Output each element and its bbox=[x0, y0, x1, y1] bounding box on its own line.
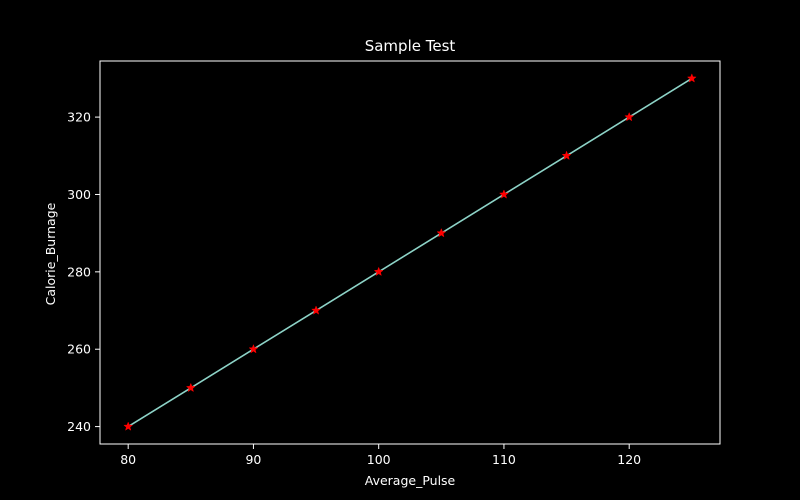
chart-title: Sample Test bbox=[365, 37, 456, 55]
data-point-star bbox=[123, 421, 134, 431]
x-tick-label: 90 bbox=[245, 452, 261, 467]
data-point-star bbox=[686, 73, 697, 83]
data-point-star bbox=[373, 266, 384, 277]
data-point-star bbox=[436, 227, 447, 238]
data-point-star bbox=[185, 382, 196, 393]
y-tick-label: 240 bbox=[67, 419, 91, 434]
data-point-star bbox=[561, 150, 572, 160]
x-tick-label: 120 bbox=[617, 452, 641, 467]
data-point-star bbox=[311, 305, 322, 315]
x-tick-label: 80 bbox=[120, 452, 136, 467]
y-tick-label: 300 bbox=[67, 187, 91, 202]
data-point-star bbox=[498, 189, 509, 199]
data-point-star bbox=[624, 111, 635, 122]
series-line bbox=[127, 77, 693, 428]
y-tick-label: 260 bbox=[67, 342, 91, 357]
x-tick-label: 100 bbox=[367, 452, 391, 467]
x-tick-label: 110 bbox=[492, 452, 516, 467]
y-axis-title: Calorie_Burnage bbox=[43, 202, 58, 305]
y-tick-label: 320 bbox=[67, 110, 91, 125]
x-axis-title: Average_Pulse bbox=[365, 473, 456, 488]
data-point-star bbox=[248, 344, 259, 354]
y-tick-label: 280 bbox=[67, 264, 91, 279]
